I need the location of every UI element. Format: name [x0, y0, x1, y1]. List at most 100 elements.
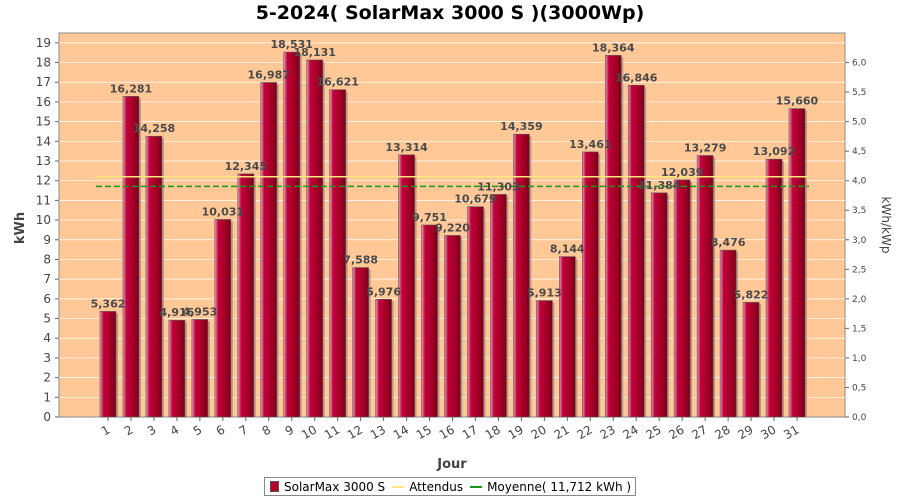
bar: [375, 299, 392, 418]
bar: [99, 311, 117, 418]
bar: [673, 179, 691, 418]
x-tick-label: 19: [506, 422, 526, 442]
x-tick-label: 24: [620, 422, 640, 442]
y2-tick-label: 5,5: [852, 88, 866, 98]
y-tick-label: 5: [43, 312, 51, 326]
x-tick-label: 2: [122, 422, 136, 438]
bar-value-label: 5,362: [91, 297, 126, 310]
bar-value-label: 9,220: [435, 221, 470, 234]
bar-value-label: 15,660: [776, 95, 819, 108]
bar-value-label: 5,822: [734, 288, 769, 301]
bar-value-label: 11,384: [638, 179, 681, 192]
x-tick-label: 27: [689, 422, 709, 442]
y-tick-label: 15: [36, 115, 51, 129]
y-tick-label: 4: [43, 331, 51, 345]
y-tick-label: 1: [43, 390, 51, 404]
bar-value-label: 9,751: [412, 211, 447, 224]
x-tick-label: 30: [758, 422, 778, 442]
bar-value-label: 14,359: [500, 120, 542, 133]
x-tick-label: 17: [460, 422, 480, 442]
y-tick-label: 16: [36, 95, 51, 109]
y-tick-label: 8: [43, 252, 51, 266]
y-tick-label: 18: [36, 56, 51, 70]
bar-value-label: 13,279: [684, 142, 726, 155]
y-tick-label: 11: [36, 193, 51, 207]
chart-title: 5-2024( SolarMax 3000 S )(3000Wp): [255, 2, 645, 24]
bar-value-label: 4,916: [160, 306, 195, 319]
y2-axis-label: kWh/kWp: [879, 197, 893, 254]
bar: [145, 135, 163, 418]
y2-tick-label: 0,0: [852, 413, 867, 423]
y2-tick-label: 1,5: [852, 324, 866, 334]
bar-value-label: 16,621: [316, 76, 358, 89]
bar: [191, 319, 209, 418]
bar-value-label: 8,144: [550, 243, 585, 256]
y-tick-label: 17: [36, 75, 51, 89]
x-axis-label: Jour: [436, 457, 467, 472]
x-tick-label: 31: [781, 422, 801, 442]
bar: [467, 206, 484, 418]
y-tick-label: 3: [43, 351, 51, 365]
bar-value-label: 18,364: [592, 41, 635, 54]
bar-value-label: 16,987: [248, 68, 290, 81]
bar-value-label: 10,679: [454, 193, 496, 206]
y-tick-label: 2: [43, 371, 51, 385]
y-tick-label: 19: [36, 36, 51, 50]
legend-label-moyenne: Moyenne( 11,712 kWh ): [487, 479, 632, 494]
bar-value-label: 7,588: [343, 254, 378, 267]
x-tick-label: 13: [368, 422, 388, 442]
x-tick-label: 7: [237, 422, 251, 438]
x-tick-label: 21: [552, 422, 572, 442]
bar: [696, 155, 714, 418]
x-tick-label: 1: [99, 422, 113, 438]
x-tick-label: 10: [299, 422, 319, 442]
bar: [421, 224, 438, 418]
y2-tick-label: 6,0: [852, 59, 867, 69]
legend-item-attendus: Attendus: [392, 480, 463, 494]
x-tick-label: 11: [322, 422, 342, 442]
bar-value-label: 10,031: [202, 205, 244, 218]
x-tick-label: 18: [483, 422, 503, 442]
y2-tick-label: 1,0: [852, 354, 867, 364]
bar-value-label: 13,314: [385, 141, 428, 154]
bar: [306, 59, 324, 418]
y-tick-label: 13: [36, 154, 51, 168]
x-tick-label: 25: [643, 422, 663, 442]
x-tick-label: 8: [260, 422, 274, 438]
x-tick-label: 29: [735, 422, 755, 442]
y-tick-label: 12: [36, 174, 51, 188]
bar: [627, 84, 645, 418]
bar-value-label: 8,476: [711, 236, 746, 249]
bar-value-label: 5,976: [366, 285, 401, 298]
legend-swatch-moyenne: [470, 485, 483, 488]
legend-swatch-attendus: [392, 485, 405, 488]
x-tick-label: 22: [575, 422, 595, 442]
x-tick-label: 15: [414, 422, 434, 442]
y2-tick-label: 3,0: [852, 236, 867, 246]
legend-swatch-series: [270, 481, 279, 492]
bar-value-label: 16,846: [615, 71, 658, 84]
bar-value-label: 4,953: [182, 305, 217, 318]
bar: [742, 302, 760, 418]
y-tick-label: 9: [43, 233, 51, 247]
bar: [559, 256, 576, 418]
y2-tick-label: 2,0: [852, 295, 867, 305]
x-tick-label: 16: [437, 422, 457, 442]
bar-value-label: 16,281: [110, 82, 152, 95]
legend-label-series: SolarMax 3000 S: [284, 479, 386, 494]
bar-value-label: 13,092: [753, 145, 795, 158]
y-tick-label: 14: [36, 134, 51, 148]
bar: [650, 192, 668, 418]
bar-value-label: 5,913: [527, 287, 562, 300]
bar-value-label: 14,258: [133, 122, 175, 135]
x-tick-label: 12: [345, 422, 365, 442]
x-tick-label: 28: [712, 422, 732, 442]
x-tick-label: 26: [666, 422, 686, 442]
x-tick-label: 6: [214, 422, 228, 438]
bar-value-label: 13,461: [569, 138, 611, 151]
y2-tick-label: 4,0: [852, 177, 867, 187]
y-tick-label: 10: [36, 213, 51, 227]
bar-value-label: 11,303: [477, 180, 519, 193]
bar: [719, 249, 737, 418]
x-tick-label: 3: [145, 422, 159, 438]
